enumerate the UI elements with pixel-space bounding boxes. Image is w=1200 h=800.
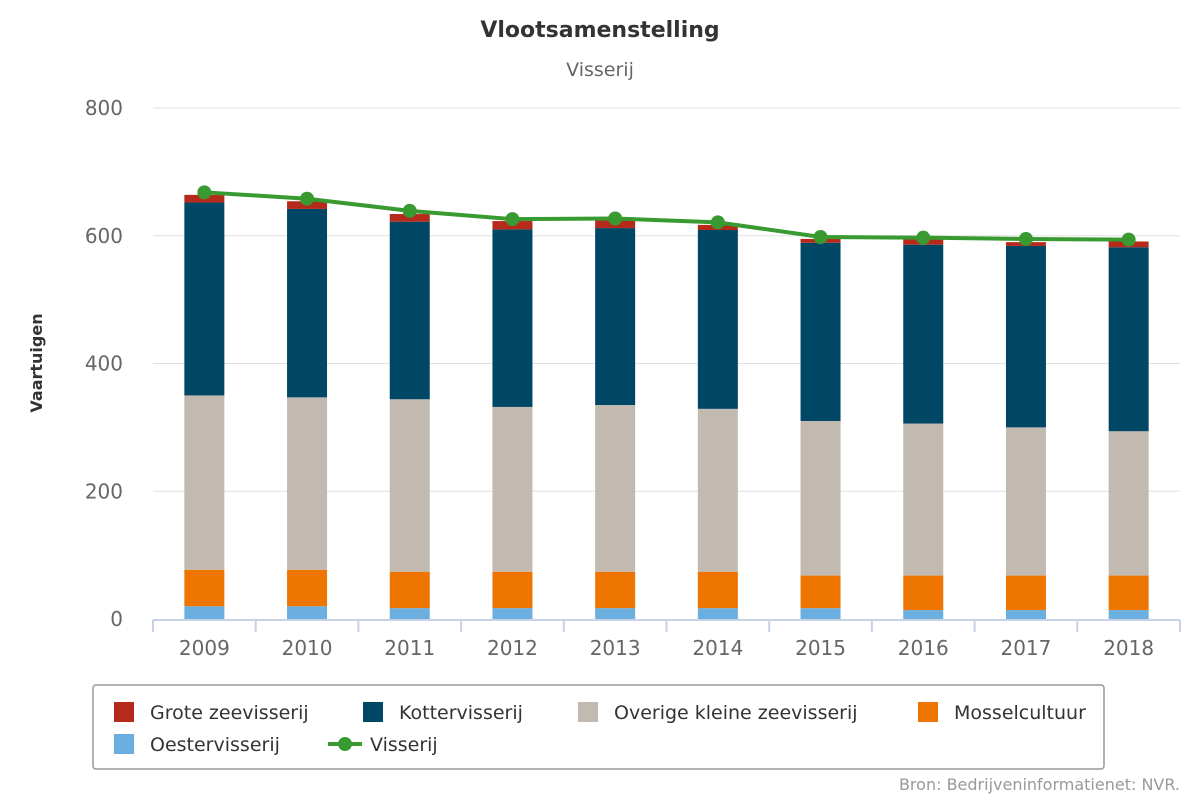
bar-oestervisserij-2012 [492,608,533,619]
x-tick-label: 2013 [590,636,641,660]
bar-oestervisserij-2016 [903,610,944,619]
legend-label: Mosselcultuur [954,702,1086,724]
bars [184,194,1149,619]
bar-kottervisserij-2015 [800,242,841,421]
point-visserij-2015 [813,230,828,245]
bar-oestervisserij-2015 [800,608,841,619]
x-tick-label: 2016 [898,636,949,660]
bar-mosselcultuur-2017 [1005,575,1046,611]
bar-mosselcultuur-2014 [697,571,738,609]
x-tick-label: 2017 [1000,636,1051,660]
x-tick-label: 2018 [1103,636,1154,660]
bar-mosselcultuur-2011 [389,571,430,609]
bar-overige-kleine-zeevisserij-2010 [287,397,328,570]
bar-oestervisserij-2014 [697,608,738,619]
bar-mosselcultuur-2013 [595,571,636,609]
bar-kottervisserij-2016 [903,244,944,424]
legend-swatch [114,702,134,722]
bar-kottervisserij-2017 [1005,245,1046,428]
bar-oestervisserij-2011 [389,608,430,619]
legend-label: Grote zeevisserij [150,702,309,724]
legend-label: Overige kleine zeevisserij [614,702,858,724]
source-credit: Bron: Bedrijveninformatienet: NVR. [899,775,1180,794]
bar-mosselcultuur-2012 [492,571,533,609]
bar-kottervisserij-2011 [389,221,430,400]
legend-item-oestervisserij[interactable]: Oestervisserij [114,734,280,756]
bar-oestervisserij-2018 [1108,610,1149,619]
legend-label: Kottervisserij [399,702,523,724]
point-visserij-2017 [1018,231,1033,246]
chart-subtitle: Visserij [566,59,634,81]
point-visserij-2013 [608,211,623,226]
y-tick-label: 0 [110,607,123,631]
bar-mosselcultuur-2016 [903,575,944,611]
legend-label: Oestervisserij [150,734,280,756]
legend-marker [338,737,352,751]
bar-grote-zeevisserij-2011 [389,214,430,222]
x-axis: 2009 2010 2011 2012 2013 2014 2015 2016 2017 2018 [152,619,1181,660]
point-visserij-2018 [1121,232,1136,247]
bar-overige-kleine-zeevisserij-2017 [1005,427,1046,576]
bar-oestervisserij-2009 [184,606,225,619]
x-tick-label: 2009 [179,636,230,660]
y-tick-label: 400 [85,352,123,376]
point-visserij-2011 [402,203,417,218]
bar-oestervisserij-2010 [287,606,328,619]
legend-item-grote-zeevisserij[interactable]: Grote zeevisserij [114,702,309,724]
legend-item-visserij[interactable]: Visserij [328,734,438,756]
legend-swatch [918,702,938,722]
x-tick-label: 2012 [487,636,538,660]
bar-kottervisserij-2010 [287,208,328,398]
y-tick-label: 800 [85,96,123,120]
bar-overige-kleine-zeevisserij-2012 [492,406,533,572]
bar-overige-kleine-zeevisserij-2009 [184,395,225,570]
legend-label: Visserij [370,734,438,756]
y-tick-label: 600 [85,224,123,248]
bar-overige-kleine-zeevisserij-2016 [903,423,944,576]
point-visserij-2012 [505,212,520,227]
bar-mosselcultuur-2010 [287,569,328,607]
bar-mosselcultuur-2009 [184,569,225,607]
bar-mosselcultuur-2015 [800,575,841,609]
x-tick-label: 2014 [692,636,743,660]
point-visserij-2014 [710,215,725,230]
x-tick-label: 2011 [384,636,435,660]
line-series [197,185,1136,247]
point-visserij-2016 [916,230,931,245]
bar-overige-kleine-zeevisserij-2015 [800,420,841,576]
legend-box [92,684,1105,770]
bar-mosselcultuur-2018 [1108,575,1149,611]
chart-title: Vlootsamenstelling [480,18,719,43]
legend-swatch [114,734,134,754]
legend-swatch [578,702,598,722]
x-tick-label: 2015 [795,636,846,660]
bar-overige-kleine-zeevisserij-2013 [595,405,636,572]
bar-kottervisserij-2012 [492,229,533,407]
bar-overige-kleine-zeevisserij-2014 [697,408,738,572]
legend-swatch [363,702,383,722]
bar-kottervisserij-2014 [697,230,738,409]
bar-oestervisserij-2013 [595,608,636,619]
bar-oestervisserij-2017 [1005,610,1046,619]
bar-kottervisserij-2013 [595,228,636,406]
point-visserij-2010 [300,191,315,206]
legend-item-kottervisserij[interactable]: Kottervisserij [363,702,523,724]
bar-kottervisserij-2018 [1108,247,1149,432]
legend: Grote zeevisserij Kottervisserij Overige k… [92,684,1105,770]
point-visserij-2009 [197,185,212,200]
x-tick-label: 2010 [282,636,333,660]
y-axis-label: Vaartuigen [27,313,46,412]
line-visserij [204,190,1129,242]
legend-item-mosselcultuur[interactable]: Mosselcultuur [918,702,1086,724]
bar-overige-kleine-zeevisserij-2011 [389,399,430,572]
y-tick-label: 200 [85,479,123,503]
legend-item-overige-kleine-zeevisserij[interactable]: Overige kleine zeevisserij [578,702,858,724]
bar-overige-kleine-zeevisserij-2018 [1108,431,1149,576]
bar-kottervisserij-2009 [184,202,225,396]
